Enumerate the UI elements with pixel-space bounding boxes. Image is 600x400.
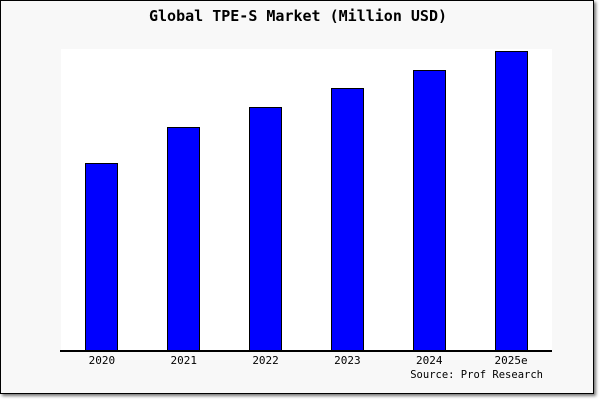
chart-title: Global TPE-S Market (Million USD) xyxy=(148,7,447,25)
x-tick-label-2025e: 2025e xyxy=(494,354,528,367)
bar-2024 xyxy=(412,70,446,351)
x-tick-label-2023: 2023 xyxy=(334,354,361,367)
x-tick-label-2021: 2021 xyxy=(170,354,197,367)
x-axis-line xyxy=(60,350,552,352)
x-tick-label-2024: 2024 xyxy=(415,354,443,367)
bar-2023 xyxy=(330,88,364,351)
chart-frame: Global TPE-S Market (Million USD) 2020 20… xyxy=(0,0,594,394)
x-tick-label-2020: 2020 xyxy=(88,354,116,367)
bar-2022 xyxy=(249,107,283,351)
bar-2025e xyxy=(494,51,528,351)
source-credit: Source: Prof Research xyxy=(410,369,543,381)
bar-2020 xyxy=(85,163,119,351)
plot-area xyxy=(61,49,552,350)
x-tick-label-2022: 2022 xyxy=(252,354,279,367)
bar-2021 xyxy=(167,127,201,351)
